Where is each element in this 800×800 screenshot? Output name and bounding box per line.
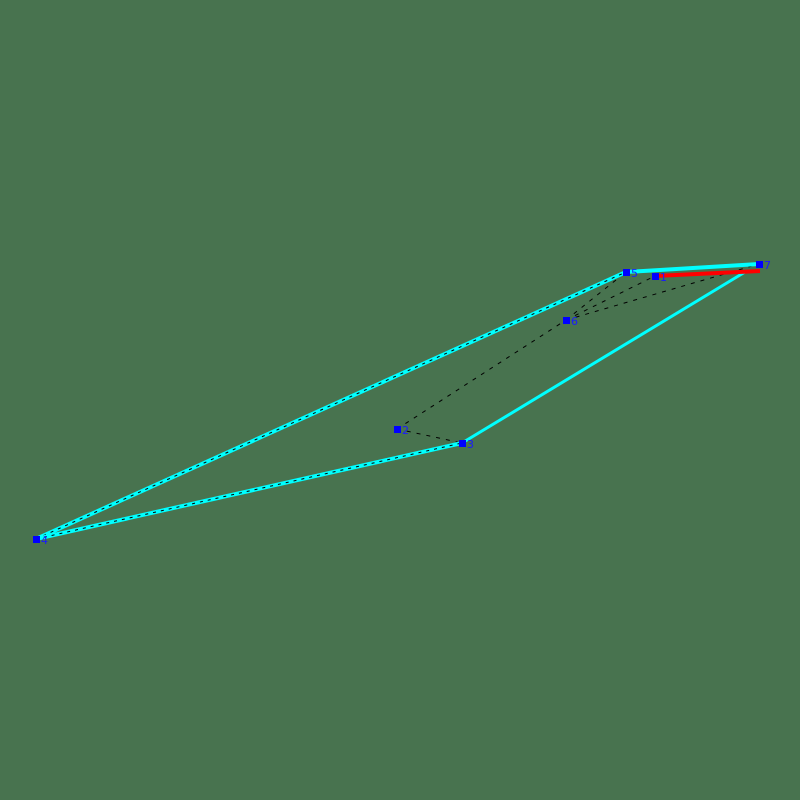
node-label: 4 <box>41 534 48 547</box>
edge-6-5 <box>565 271 627 321</box>
node-marker-icon <box>756 261 763 268</box>
node-marker-icon <box>33 536 40 543</box>
edge-6-1 <box>565 275 656 321</box>
node-label: 5 <box>631 267 638 280</box>
node-5[interactable]: 5 <box>623 267 638 280</box>
nodes-layer: 1 2 3 4 5 6 7 <box>33 259 771 547</box>
node-6[interactable]: 6 <box>563 315 578 328</box>
node-label: 1 <box>660 271 667 284</box>
node-1[interactable]: 1 <box>652 271 667 284</box>
node-label: 3 <box>467 438 474 451</box>
edge-6-7 <box>565 263 760 321</box>
edge-4-5 <box>35 270 627 541</box>
node-marker-icon <box>563 317 570 324</box>
edge-4-3-overlay <box>35 442 463 540</box>
node-label: 2 <box>402 424 409 437</box>
edges-layer <box>35 262 761 541</box>
node-marker-icon <box>394 426 401 433</box>
node-7[interactable]: 7 <box>756 259 771 272</box>
edge-1-7 <box>654 269 761 278</box>
edge-2-6 <box>396 319 567 430</box>
node-4[interactable]: 4 <box>33 534 48 547</box>
edge-3-7 <box>461 270 746 445</box>
node-3[interactable]: 3 <box>459 438 474 451</box>
edge-2-3 <box>396 428 463 444</box>
node-label: 7 <box>764 259 771 272</box>
node-marker-icon <box>652 273 659 280</box>
node-label: 6 <box>571 315 578 328</box>
edge-5-7 <box>625 262 760 274</box>
node-marker-icon <box>459 440 466 447</box>
node-marker-icon <box>623 269 630 276</box>
node-2[interactable]: 2 <box>394 424 409 437</box>
